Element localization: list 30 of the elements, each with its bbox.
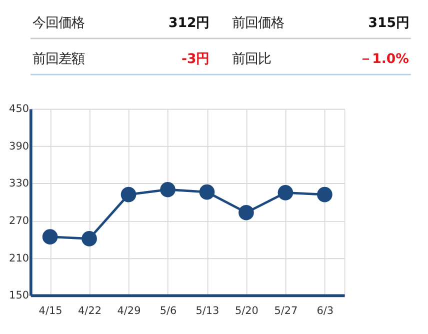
text: 前回差額 (32, 52, 84, 68)
text: 前回価格 (232, 16, 284, 32)
y-tick-label: 390 (9, 140, 30, 152)
text: 今回価格 (32, 16, 84, 32)
text: -3円 (181, 52, 210, 68)
x-tick-label: 4/15 (38, 304, 62, 317)
point (317, 186, 332, 202)
text: 315円 (368, 16, 409, 32)
text: 前回比 (232, 52, 272, 68)
point (238, 204, 254, 220)
point (160, 182, 176, 198)
y-tick-label: 210 (9, 252, 30, 264)
point (278, 185, 294, 200)
y-tick-label: 150 (9, 290, 30, 302)
x-tick-label: 5/13 (196, 304, 220, 317)
x-tick-label: 5/20 (234, 304, 258, 317)
point (199, 184, 215, 200)
x-tick-label: 4/29 (117, 304, 141, 317)
text: －1.0% (359, 52, 409, 68)
x-tick-label: 6/3 (316, 304, 334, 317)
y-tick-label: 270 (9, 215, 30, 228)
y-tick-label: 330 (9, 178, 30, 190)
point (82, 231, 97, 246)
x-tick-label: 5/27 (274, 304, 298, 317)
x-tick-label: 4/22 (78, 304, 102, 317)
x-tick-label: 5/6 (160, 304, 177, 317)
y-tick-label: 450 (9, 103, 30, 116)
text: 312円 (168, 16, 210, 32)
point (120, 186, 136, 202)
point (42, 229, 58, 244)
